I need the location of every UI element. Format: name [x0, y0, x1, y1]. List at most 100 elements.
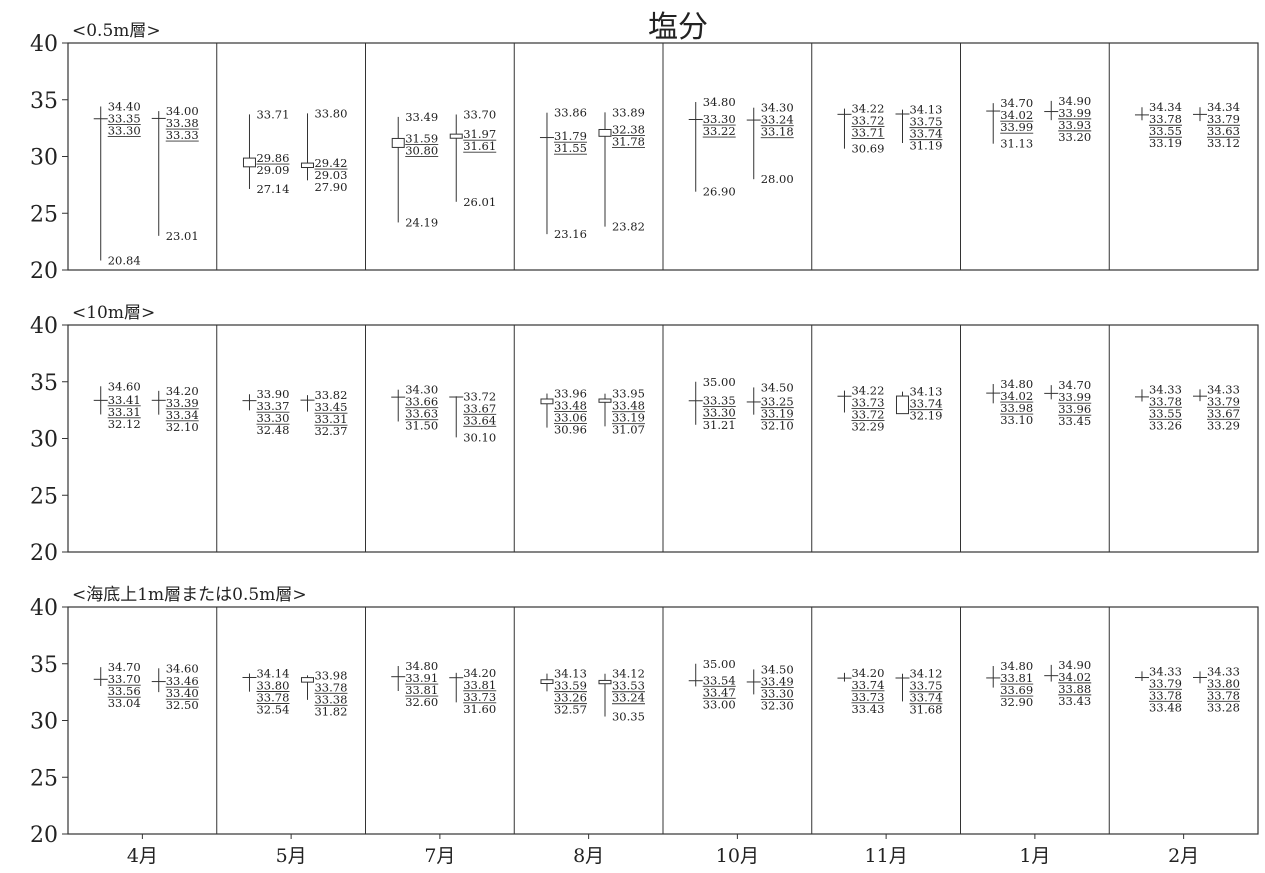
value-label-median: 33.78 — [256, 691, 289, 705]
value-label-lower: 32.48 — [256, 423, 289, 437]
iqr-box — [300, 162, 314, 169]
value-label-upper: 31.79 — [554, 129, 587, 143]
value-label-max: 34.30 — [761, 101, 794, 115]
y-tick-label: 25 — [30, 202, 58, 227]
value-label-upper: 33.46 — [166, 674, 199, 688]
value-label-median: 31.61 — [463, 139, 496, 153]
value-label-min: 31.19 — [909, 139, 942, 153]
value-label-max: 34.80 — [703, 95, 736, 109]
value-label-upper: 33.91 — [405, 671, 438, 685]
value-label-upper: 34.02 — [1000, 389, 1033, 403]
value-label-median: 33.69 — [1000, 683, 1033, 697]
value-label-min: 20.84 — [108, 253, 141, 267]
value-label-lower: 32.10 — [166, 420, 199, 434]
value-label-upper: 33.37 — [256, 399, 289, 413]
value-label-median: 33.98 — [1000, 401, 1033, 415]
value-label-min: 26.01 — [463, 195, 496, 209]
x-tick-label: 2月 — [1168, 845, 1199, 867]
value-label-max: 35.00 — [703, 657, 736, 671]
value-label-lower: 32.29 — [851, 420, 884, 434]
x-tick-label: 4月 — [127, 845, 158, 867]
iqr-box — [598, 128, 612, 137]
iqr-box — [540, 679, 554, 684]
panel-3: <海底上1m層または0.5m層>202530354034.7033.7033.5… — [30, 585, 1259, 848]
value-label-upper: 33.48 — [554, 399, 587, 413]
value-label-median: 33.26 — [554, 691, 587, 705]
value-label-upper: 33.35 — [703, 393, 736, 407]
value-label-max: 34.70 — [1058, 378, 1091, 392]
value-label-min: 23.82 — [612, 220, 645, 234]
value-label-max: 34.70 — [1000, 96, 1033, 110]
value-label-lower: 29.09 — [256, 163, 289, 177]
value-label-lower: 33.20 — [1058, 130, 1091, 144]
value-label-median: 33.67 — [1207, 406, 1240, 420]
value-label-max: 34.12 — [909, 667, 942, 681]
value-label-lower: 32.60 — [405, 695, 438, 709]
value-label-max: 33.70 — [463, 108, 496, 122]
value-label-median: 33.63 — [405, 407, 438, 421]
value-label-upper: 33.79 — [1149, 676, 1182, 690]
y-tick-label: 35 — [30, 371, 58, 396]
value-label-upper: 33.79 — [1207, 112, 1240, 126]
value-label-max: 33.82 — [314, 388, 347, 402]
value-label-median: 33.73 — [851, 690, 884, 704]
value-label-min: 30.35 — [612, 710, 645, 724]
value-label-lower: 33.04 — [108, 696, 141, 710]
value-label-max: 34.34 — [1207, 100, 1240, 114]
value-label-median: 33.63 — [1207, 124, 1240, 138]
value-label-upper: 33.75 — [909, 115, 942, 129]
value-label-lower: 32.37 — [314, 424, 347, 438]
value-label-upper: 31.97 — [463, 127, 496, 141]
value-label-median: 33.96 — [1058, 402, 1091, 416]
value-label-max: 34.33 — [1149, 664, 1182, 678]
value-label-min: 31.68 — [909, 703, 942, 717]
value-label-median: 33.30 — [108, 124, 141, 138]
value-label-median: 33.99 — [1000, 120, 1033, 134]
value-label-lower: 33.48 — [1149, 700, 1182, 714]
x-tick-label: 5月 — [276, 845, 307, 867]
value-label-upper: 33.73 — [851, 396, 884, 410]
value-label-upper: 33.70 — [108, 672, 141, 686]
value-label-median: 33.74 — [909, 127, 942, 141]
value-label-upper: 33.48 — [612, 399, 645, 413]
value-label-upper: 33.54 — [703, 673, 736, 687]
iqr-box — [598, 679, 612, 685]
value-label-max: 34.13 — [554, 667, 587, 681]
value-label-max: 34.50 — [761, 380, 794, 394]
value-label-upper: 33.78 — [1149, 394, 1182, 408]
iqr-box — [300, 677, 314, 683]
value-label-median: 33.64 — [463, 413, 496, 427]
value-label-upper: 33.66 — [405, 395, 438, 409]
value-label-min: 28.00 — [761, 172, 794, 186]
value-label-lower: 33.43 — [1058, 694, 1091, 708]
value-label-median: 31.78 — [612, 134, 645, 148]
value-label-max: 33.49 — [405, 110, 438, 124]
value-label-min: 30.96 — [554, 423, 587, 437]
y-tick-label: 30 — [30, 146, 58, 171]
value-label-median: 33.19 — [612, 411, 645, 425]
value-label-median: 33.30 — [761, 686, 794, 700]
value-label-upper: 33.30 — [703, 112, 736, 126]
value-label-min: 31.82 — [314, 704, 347, 718]
